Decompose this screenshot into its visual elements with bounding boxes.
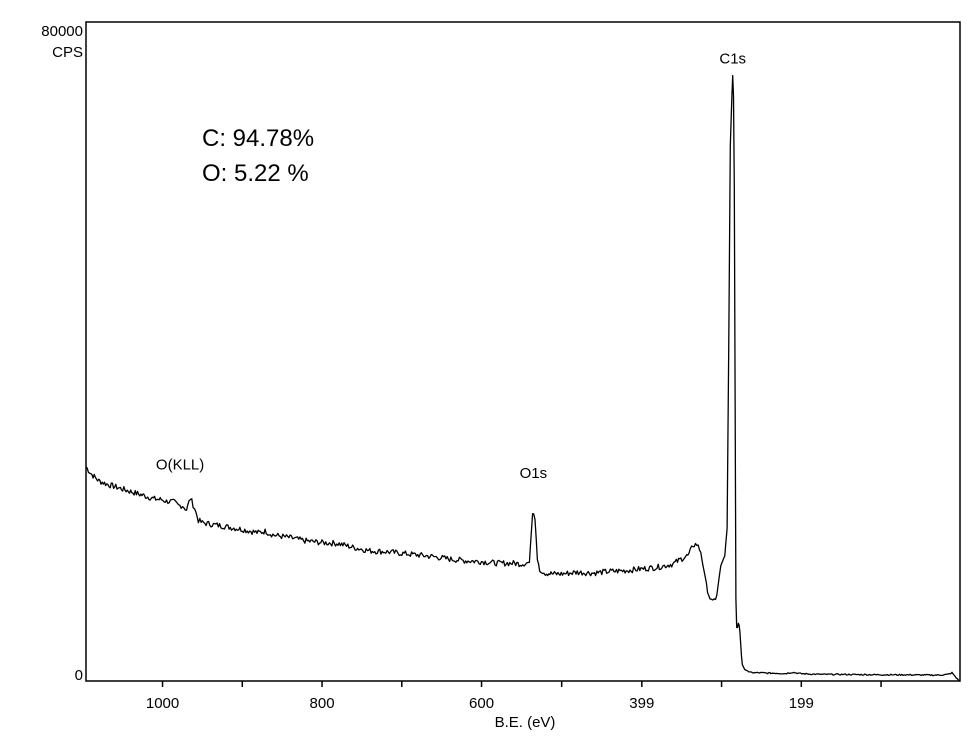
y-tick-label: 0 xyxy=(75,667,83,684)
y-axis-label: CPS xyxy=(52,44,83,61)
peak-label: C1s xyxy=(719,51,746,68)
y-tick-label: 80000 xyxy=(41,23,83,40)
x-tick-label: 199 xyxy=(789,695,814,712)
x-axis-label: B.E. (eV) xyxy=(495,714,556,731)
x-tick-label: 1000 xyxy=(146,695,179,712)
composition-o: O: 5.22 % xyxy=(202,160,309,187)
peak-label: O(KLL) xyxy=(156,456,204,473)
composition-c: C: 94.78% xyxy=(202,125,314,152)
x-tick-label: 600 xyxy=(469,695,494,712)
spectrum-line xyxy=(85,74,961,682)
x-tick-label: 800 xyxy=(310,695,335,712)
x-tick-label: 399 xyxy=(629,695,654,712)
plot-frame xyxy=(85,21,961,682)
peak-label: O1s xyxy=(520,465,548,482)
